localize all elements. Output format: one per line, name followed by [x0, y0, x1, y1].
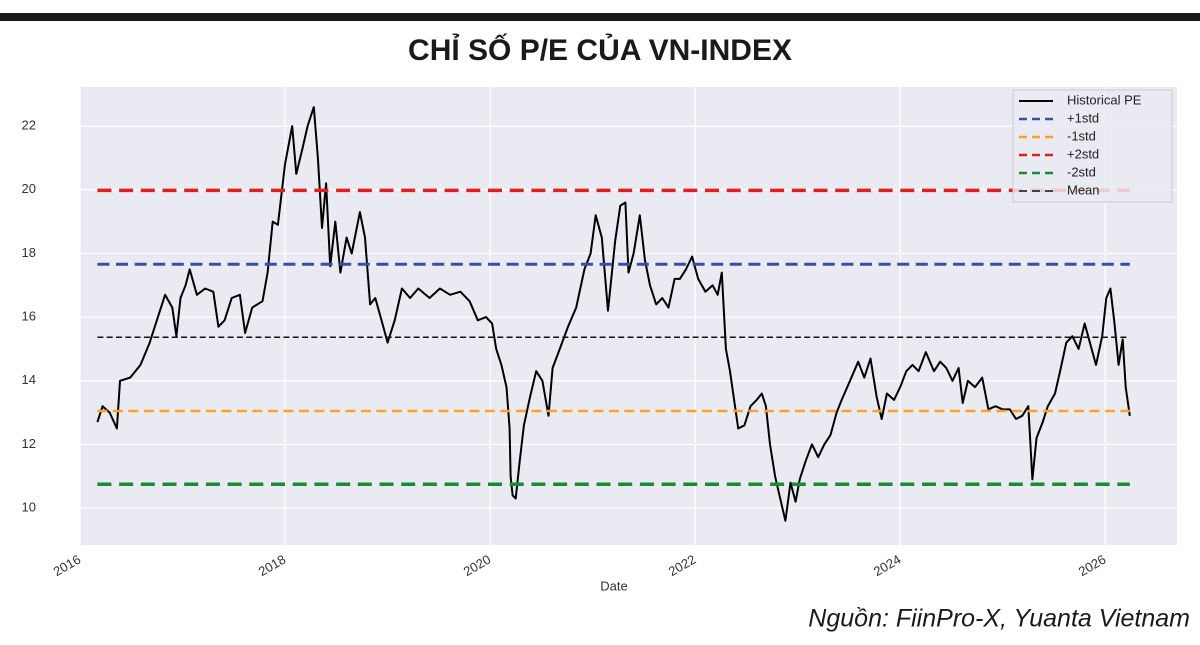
y-tick-label: 22 [22, 118, 36, 133]
x-tick-label: 2016 [51, 552, 84, 579]
x-tick-label: 2024 [871, 552, 904, 579]
legend-label: +1std [1067, 110, 1099, 125]
source: Nguồn: FiinPro-X, Yuanta Vietnam [808, 605, 1190, 633]
x-axis-label: Date [600, 578, 627, 593]
y-tick-label: 14 [22, 372, 36, 387]
chart-title: CHỈ SỐ P/E CỦA VN-INDEX [408, 33, 792, 67]
top-bar [0, 13, 1200, 21]
y-tick-label: 16 [22, 309, 36, 324]
y-tick-label: 12 [22, 436, 36, 451]
plot-area [80, 87, 1177, 545]
series-line [96, 106, 1131, 522]
y-tick-label: 10 [22, 500, 36, 515]
x-tick-label: 2022 [666, 552, 699, 579]
legend-label: -2std [1067, 164, 1096, 179]
x-tick-label: 2026 [1076, 552, 1109, 579]
legend-label: Historical PE [1067, 92, 1142, 107]
y-tick-label: 20 [22, 181, 36, 196]
y-tick-label: 18 [22, 245, 36, 260]
x-tick-label: 2018 [256, 552, 289, 579]
legend-box [1012, 89, 1173, 203]
legend-label: -1std [1067, 128, 1096, 143]
legend-label: Mean [1067, 182, 1100, 197]
x-tick-label: 2020 [461, 552, 494, 579]
legend-label: +2std [1067, 146, 1099, 161]
